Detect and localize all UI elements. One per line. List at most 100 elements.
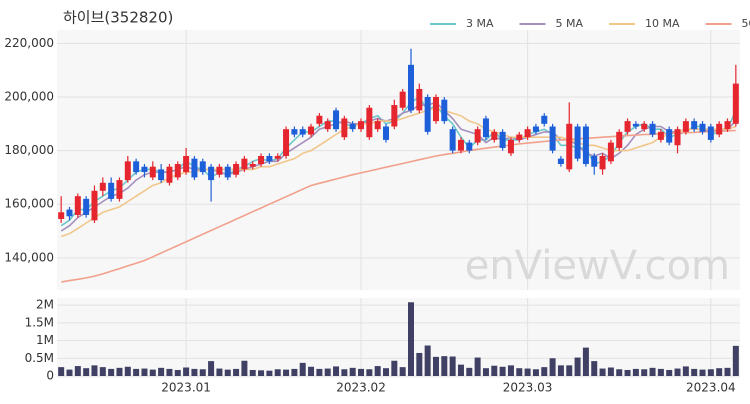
candle-body <box>274 155 281 159</box>
candle-body <box>541 115 548 124</box>
volume-bar <box>316 368 323 376</box>
volume-bar <box>591 361 598 376</box>
candle-body <box>466 142 473 151</box>
candle-body <box>432 97 439 122</box>
marks <box>58 48 739 376</box>
volume-bar <box>233 368 240 376</box>
volume-bar <box>241 360 248 376</box>
candle-body <box>682 121 689 132</box>
volume-bar <box>632 368 639 376</box>
volume-bar <box>383 368 390 376</box>
volume-bar <box>466 367 473 376</box>
volume-bar <box>549 358 556 376</box>
candle-body <box>624 121 631 132</box>
candle-body <box>166 166 173 183</box>
candle-body <box>116 180 123 199</box>
volume-bar <box>291 368 298 376</box>
candle-body <box>108 182 115 199</box>
volume-bar <box>158 367 165 376</box>
volume-bar <box>666 369 673 376</box>
legend-label: 10 MA <box>645 17 680 30</box>
volume-bar <box>691 368 698 376</box>
candle-body <box>599 155 606 170</box>
candle-body <box>724 121 731 130</box>
volume-bar <box>474 357 481 376</box>
volume-bar <box>449 356 456 376</box>
volume-bar <box>707 369 714 376</box>
candle-body <box>216 166 223 175</box>
volume-bar <box>424 345 431 376</box>
y-tick-label: 160,000 <box>4 197 54 211</box>
candle-body <box>674 129 681 146</box>
volume-bar <box>607 367 614 376</box>
volume-bar <box>516 368 523 376</box>
volume-bar <box>133 368 140 376</box>
candle-body <box>183 155 190 173</box>
x-tick-label: 2023.03 <box>503 381 553 395</box>
volume-bar <box>324 368 331 376</box>
volume-bar <box>83 368 90 376</box>
volume-bar <box>249 369 256 376</box>
volume-bar <box>557 365 564 376</box>
volume-bar <box>58 367 65 376</box>
candle-body <box>407 64 414 111</box>
candle-body <box>507 139 514 154</box>
candle-body <box>291 129 298 135</box>
candle-body <box>732 83 739 124</box>
volume-bar <box>141 368 148 376</box>
grid: 140,000 160,000 180,000 200,000 220,000 0 0.5M… <box>4 30 740 395</box>
volume-tick-label: 0.5M <box>25 351 54 365</box>
volume-tick-label: 1.5M <box>25 315 54 329</box>
legend-label: 50 MA <box>742 17 750 30</box>
watermark: enViewV.com <box>465 243 730 289</box>
volume-bar <box>482 368 489 376</box>
y-tick-label: 140,000 <box>4 250 54 264</box>
volume-bar <box>599 368 606 376</box>
candle-body <box>399 91 406 108</box>
candle-body <box>549 126 556 151</box>
candle-body <box>258 155 265 165</box>
volume-bar <box>524 368 531 376</box>
volume-bar <box>432 356 439 376</box>
volume-bar <box>682 366 689 376</box>
candle-body <box>591 155 598 167</box>
volume-bar <box>457 364 464 376</box>
volume-bar <box>274 369 281 376</box>
y-tick-label: 180,000 <box>4 143 54 157</box>
candle-body <box>607 142 614 162</box>
moving-average-line <box>60 101 737 232</box>
candle-body <box>74 196 81 215</box>
candle-body <box>233 164 240 175</box>
volume-bar <box>333 366 340 376</box>
volume-bar <box>199 369 206 376</box>
volume-bar <box>407 302 414 376</box>
volume-bar <box>166 368 173 376</box>
candle-body <box>424 97 431 132</box>
volume-bar <box>699 369 706 376</box>
volume-bar <box>416 352 423 376</box>
volume-bar <box>224 369 231 376</box>
candle-body <box>616 131 623 148</box>
moving-average-line <box>61 129 736 283</box>
candle-body <box>99 182 106 191</box>
candle-body <box>124 161 131 181</box>
volume-bar <box>374 366 381 376</box>
x-tick-label: 2023.01 <box>161 381 211 395</box>
volume-bar <box>108 368 115 376</box>
candle-body <box>158 169 165 181</box>
candle-body <box>324 121 331 130</box>
volume-bar <box>116 367 123 376</box>
volume-bar <box>66 369 73 376</box>
candle-body <box>174 164 181 178</box>
volume-tick-label: 2M <box>36 298 54 312</box>
volume-bar <box>532 369 539 376</box>
candle-body <box>383 126 390 140</box>
candle-body <box>83 198 90 215</box>
y-tick-label: 220,000 <box>4 36 54 50</box>
candle-body <box>649 123 656 135</box>
candle-body <box>516 134 523 140</box>
volume-bar <box>266 370 273 376</box>
candle-body <box>699 123 706 132</box>
candle-body <box>208 166 215 181</box>
volume-bar <box>674 368 681 376</box>
